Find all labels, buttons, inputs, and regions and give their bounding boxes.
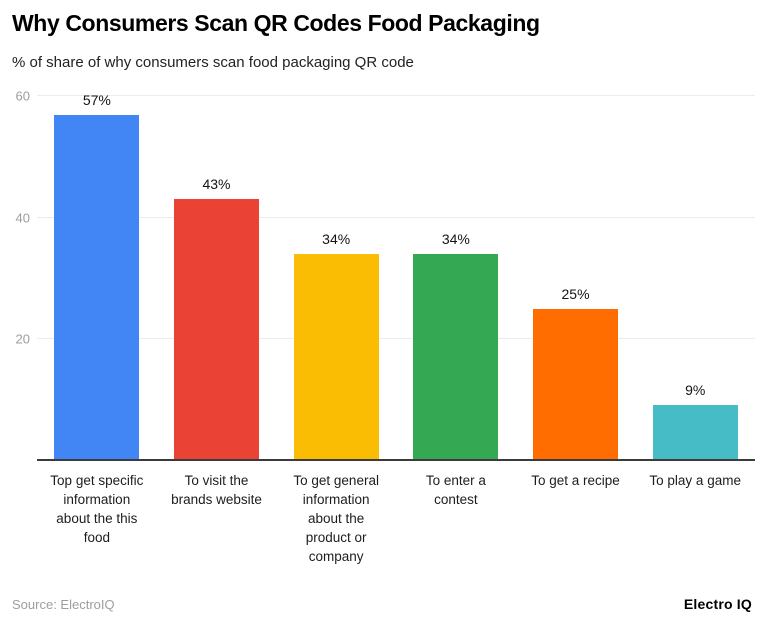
bar-value-label: 57% xyxy=(82,91,111,108)
bar-column: 25% xyxy=(516,88,636,460)
x-category-cell: To play a game xyxy=(635,472,755,566)
gridline-20 xyxy=(37,337,755,339)
footer: Source: ElectroIQ Electro IQ xyxy=(12,596,752,612)
x-category-label: To enter a contest xyxy=(425,473,486,507)
gridlines xyxy=(37,88,755,460)
gridline-40 xyxy=(37,216,755,218)
gridline-60 xyxy=(37,95,755,97)
bar-series: 57% 43% 34% 34% 25% 9% xyxy=(37,88,755,460)
y-axis: 20 40 60 xyxy=(0,88,30,460)
bar-value-label: 34% xyxy=(441,231,470,248)
brand-logo: Electro IQ xyxy=(683,596,752,612)
x-category-label: To get a recipe xyxy=(531,473,620,488)
chart-title: Why Consumers Scan QR Codes Food Packagi… xyxy=(12,10,540,36)
x-category-label: To play a game xyxy=(649,473,741,488)
y-tick-label-20: 20 xyxy=(15,331,30,347)
plot-area: 57% 43% 34% 34% 25% 9% xyxy=(37,88,755,461)
x-category-cell: To enter a contest xyxy=(396,472,516,566)
bar-column: 34% xyxy=(396,88,516,460)
x-axis-line xyxy=(37,459,755,461)
bar-column: 34% xyxy=(276,88,396,460)
bar xyxy=(54,114,140,460)
x-category-cell: Top get specific information about the t… xyxy=(37,472,157,566)
bar-value-label: 9% xyxy=(685,382,706,399)
y-tick-label-40: 40 xyxy=(15,210,30,226)
bar-column: 57% xyxy=(37,88,157,460)
bar-value-label: 25% xyxy=(561,285,590,302)
bar xyxy=(174,199,259,460)
x-category-cell: To get a recipe xyxy=(516,472,636,566)
bar xyxy=(533,308,619,460)
y-tick-label-60: 60 xyxy=(15,88,30,104)
x-category-label: Top get specific information about the t… xyxy=(50,473,144,545)
chart-subtitle: % of share of why consumers scan food pa… xyxy=(12,54,414,71)
x-category-label: To get general information about the pro… xyxy=(293,473,379,564)
bar xyxy=(413,254,499,460)
bar xyxy=(652,405,738,460)
source-credit: Source: ElectroIQ xyxy=(12,597,115,612)
bar-column: 9% xyxy=(635,88,755,460)
x-category-cell: To visit the brands website xyxy=(157,472,277,566)
bar-value-label: 34% xyxy=(322,231,351,248)
x-category-label: To visit the brands website xyxy=(171,473,262,507)
bar-column: 43% xyxy=(157,88,277,460)
x-category-cell: To get general information about the pro… xyxy=(276,472,396,566)
bar-value-label: 43% xyxy=(202,176,231,193)
x-axis-labels: Top get specific information about the t… xyxy=(37,472,755,566)
bar xyxy=(293,254,379,460)
